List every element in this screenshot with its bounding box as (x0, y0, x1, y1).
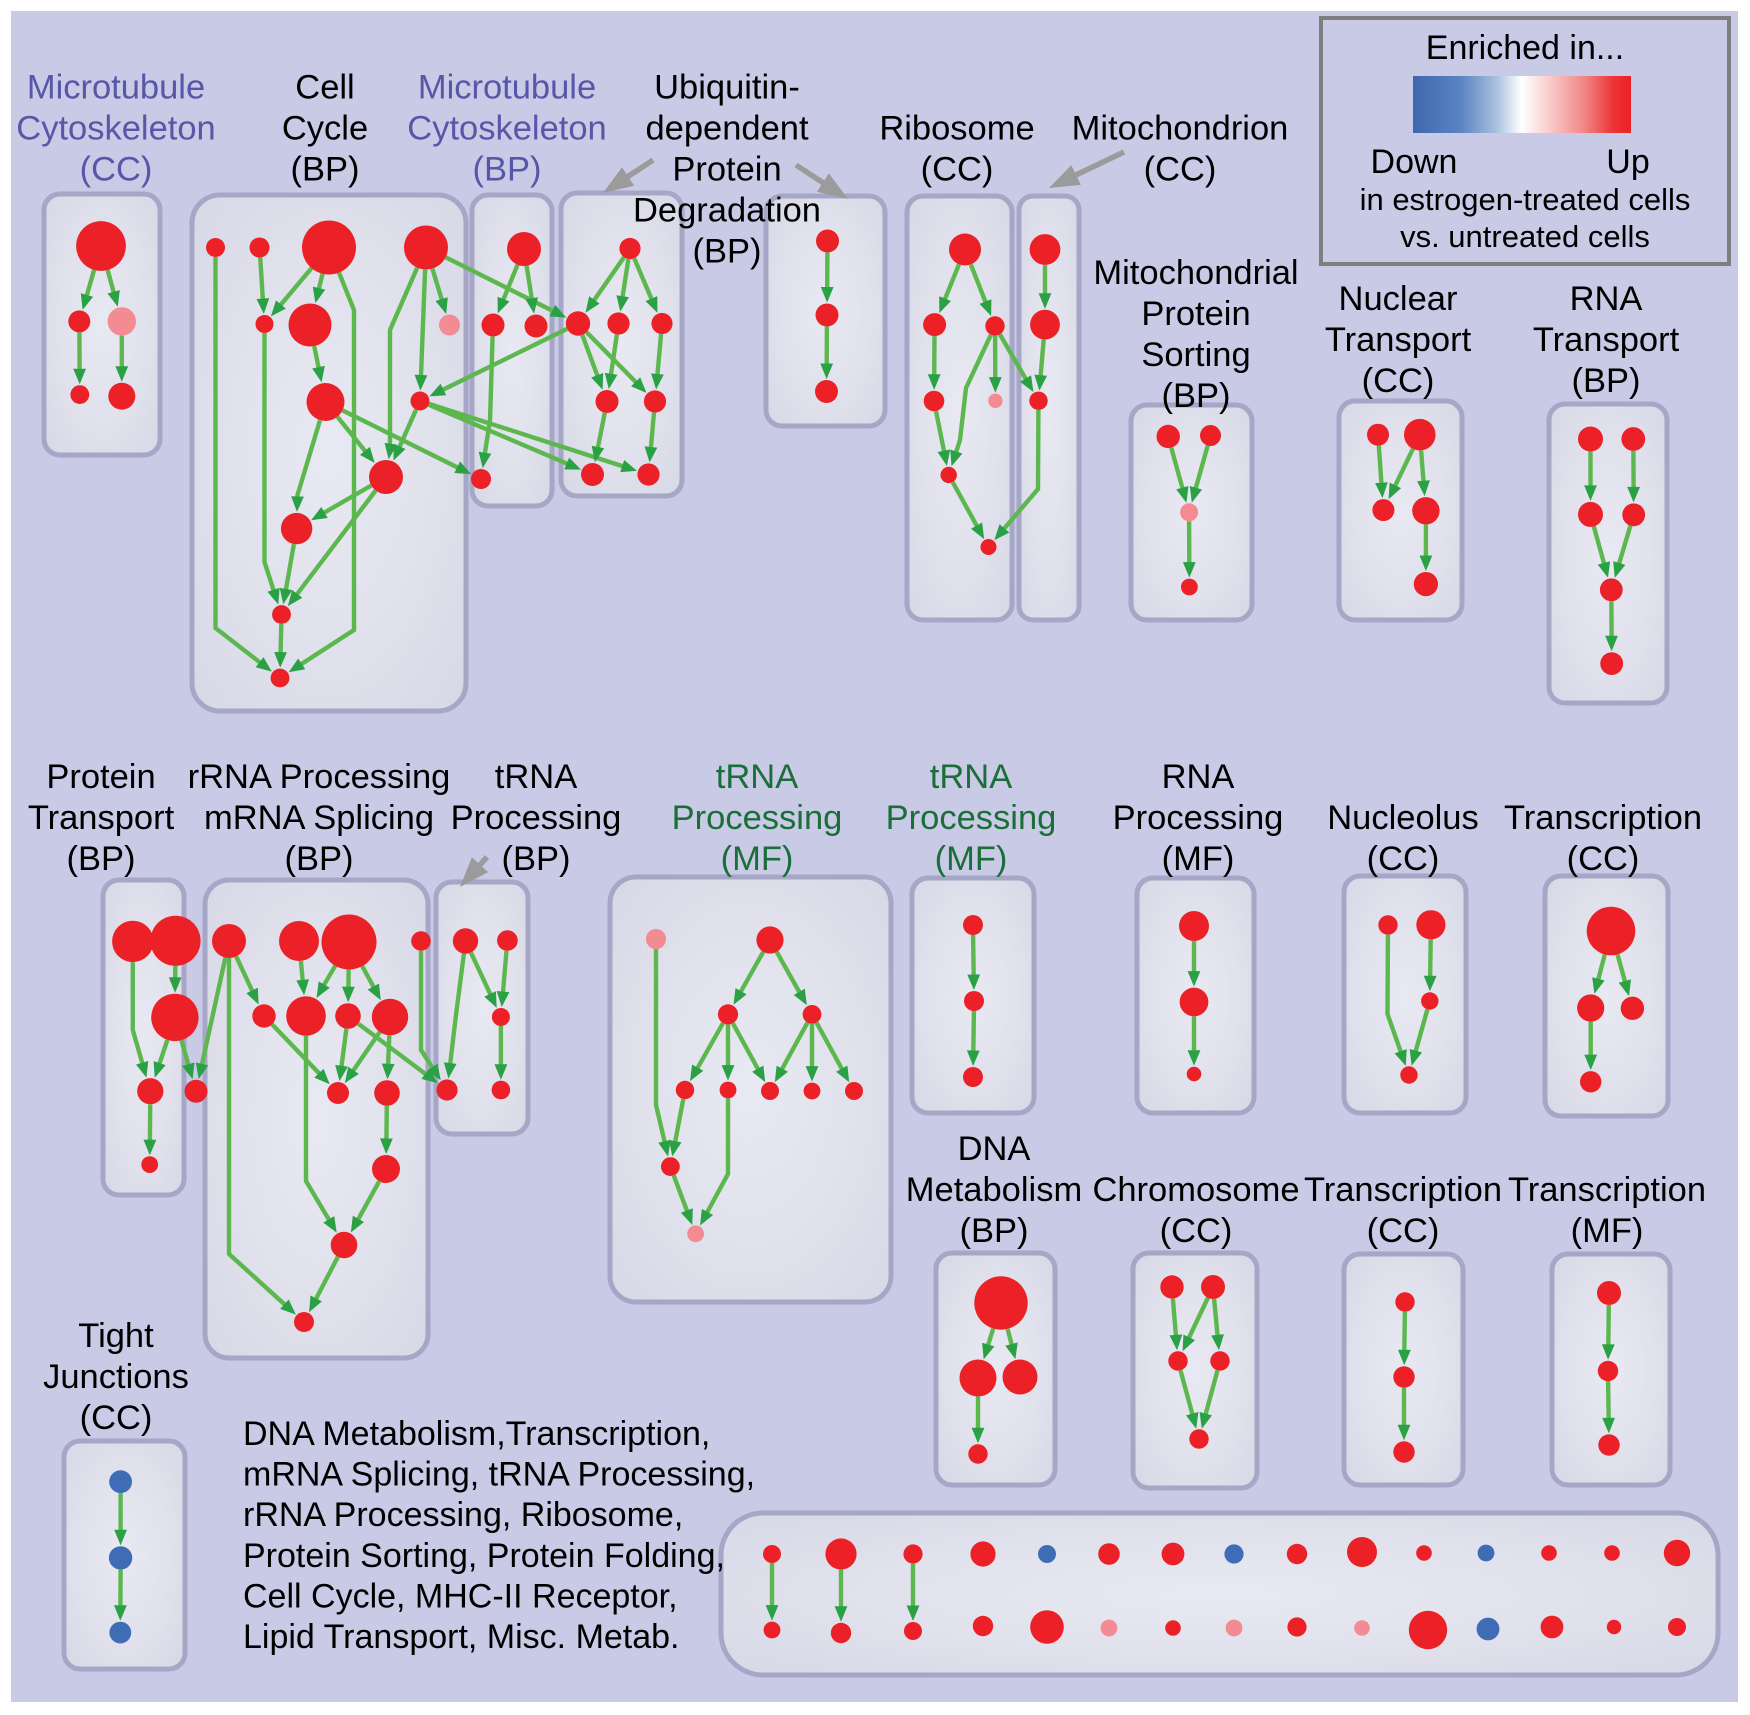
svg-text:mRNA Splicing: mRNA Splicing (204, 799, 434, 837)
svg-text:(MF): (MF) (935, 840, 1008, 878)
svg-text:(CC): (CC) (1367, 1212, 1440, 1250)
svg-text:Processing: Processing (451, 799, 622, 837)
svg-text:Cycle: Cycle (282, 110, 368, 148)
svg-text:(CC): (CC) (921, 151, 994, 189)
svg-text:Processing: Processing (672, 799, 843, 837)
svg-text:Up: Up (1606, 143, 1649, 181)
svg-text:Cytoskeleton: Cytoskeleton (407, 110, 606, 148)
svg-text:Processing: Processing (1113, 799, 1284, 837)
svg-text:Microtubule: Microtubule (27, 69, 205, 107)
svg-text:dependent: dependent (645, 110, 808, 148)
svg-text:(MF): (MF) (1571, 1212, 1644, 1250)
svg-text:vs. untreated cells: vs. untreated cells (1400, 219, 1650, 254)
svg-text:Mitochondrion: Mitochondrion (1072, 110, 1289, 148)
svg-text:(CC): (CC) (1144, 151, 1217, 189)
svg-text:Down: Down (1371, 143, 1458, 181)
svg-text:Protein: Protein (1141, 295, 1250, 333)
svg-text:Junctions: Junctions (43, 1358, 189, 1396)
svg-text:Transcription: Transcription (1304, 1171, 1502, 1209)
svg-text:Processing: Processing (886, 799, 1057, 837)
svg-text:Tight: Tight (78, 1317, 154, 1355)
svg-text:(BP): (BP) (285, 840, 354, 878)
svg-text:(BP): (BP) (693, 233, 762, 271)
svg-text:Transcription: Transcription (1504, 799, 1702, 837)
svg-text:(CC): (CC) (80, 151, 153, 189)
svg-text:Enriched in...: Enriched in... (1426, 29, 1624, 67)
svg-text:Transport: Transport (28, 799, 175, 837)
svg-text:(CC): (CC) (1367, 840, 1440, 878)
svg-text:Ubiquitin-: Ubiquitin- (654, 69, 800, 107)
svg-text:Microtubule: Microtubule (418, 69, 596, 107)
svg-text:mRNA Splicing, tRNA Processing: mRNA Splicing, tRNA Processing, (243, 1456, 755, 1494)
svg-text:(CC): (CC) (1160, 1212, 1233, 1250)
svg-text:Cytoskeleton: Cytoskeleton (16, 110, 215, 148)
svg-text:(MF): (MF) (1162, 840, 1235, 878)
svg-text:(CC): (CC) (80, 1399, 153, 1437)
svg-text:Cell Cycle, MHC-II Receptor,: Cell Cycle, MHC-II Receptor, (243, 1577, 678, 1615)
svg-text:Chromosome: Chromosome (1092, 1171, 1299, 1209)
svg-text:Sorting: Sorting (1141, 336, 1250, 374)
svg-text:Protein Sorting, Protein Foldi: Protein Sorting, Protein Folding, (243, 1537, 725, 1575)
svg-text:RNA: RNA (1162, 758, 1235, 796)
svg-text:DNA: DNA (958, 1130, 1031, 1168)
svg-text:(CC): (CC) (1362, 362, 1435, 400)
svg-text:Lipid Transport, Misc. Metab.: Lipid Transport, Misc. Metab. (243, 1618, 680, 1656)
svg-text:Cell: Cell (295, 69, 354, 107)
svg-text:Transport: Transport (1325, 321, 1472, 359)
svg-text:Transport: Transport (1533, 321, 1680, 359)
svg-text:in estrogen-treated cells: in estrogen-treated cells (1360, 182, 1691, 217)
svg-text:Degradation: Degradation (633, 192, 821, 230)
svg-text:Nuclear: Nuclear (1339, 280, 1458, 318)
svg-text:(BP): (BP) (502, 840, 571, 878)
svg-text:RNA: RNA (1570, 280, 1643, 318)
svg-text:(BP): (BP) (291, 151, 360, 189)
svg-text:(CC): (CC) (1567, 840, 1640, 878)
svg-text:Transcription: Transcription (1508, 1171, 1706, 1209)
svg-text:Nucleolus: Nucleolus (1327, 799, 1479, 837)
svg-text:Mitochondrial: Mitochondrial (1093, 254, 1298, 292)
svg-text:DNA Metabolism,Transcription,: DNA Metabolism,Transcription, (243, 1415, 710, 1453)
svg-text:(BP): (BP) (1162, 377, 1231, 415)
svg-text:tRNA: tRNA (930, 758, 1012, 796)
svg-text:tRNA: tRNA (495, 758, 577, 796)
svg-text:(BP): (BP) (1572, 362, 1641, 400)
svg-text:(BP): (BP) (473, 151, 542, 189)
svg-text:Protein: Protein (672, 151, 781, 189)
svg-text:rRNA Processing: rRNA Processing (188, 758, 451, 796)
svg-text:tRNA: tRNA (716, 758, 798, 796)
svg-text:Metabolism: Metabolism (906, 1171, 1082, 1209)
svg-text:rRNA Processing, Ribosome,: rRNA Processing, Ribosome, (243, 1496, 683, 1534)
svg-text:(MF): (MF) (721, 840, 794, 878)
svg-text:(BP): (BP) (960, 1212, 1029, 1250)
svg-text:Protein: Protein (46, 758, 155, 796)
svg-text:Ribosome: Ribosome (879, 110, 1034, 148)
svg-text:(BP): (BP) (67, 840, 136, 878)
